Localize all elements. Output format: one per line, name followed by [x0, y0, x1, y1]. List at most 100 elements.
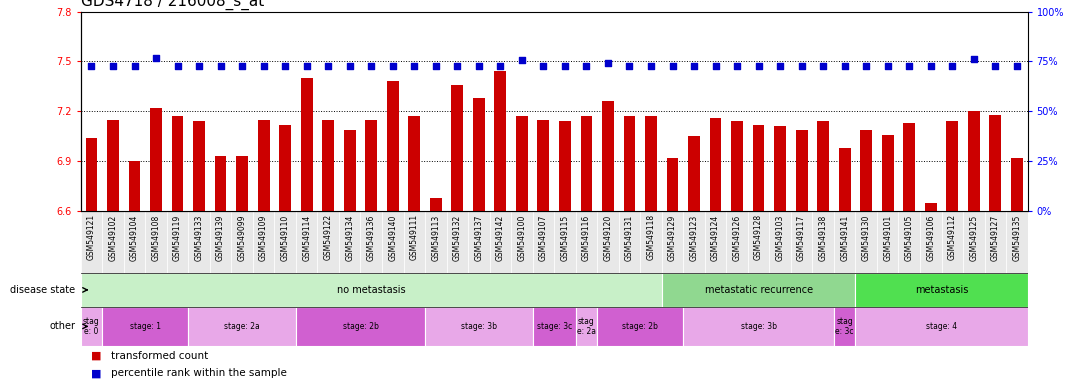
Text: GSM549125: GSM549125 — [969, 214, 978, 260]
Point — [169, 63, 186, 70]
Point — [233, 63, 251, 70]
Text: transformed count: transformed count — [111, 351, 208, 361]
Bar — [769, 211, 791, 273]
Bar — [533, 307, 576, 346]
Point — [815, 63, 832, 70]
Text: GSM549139: GSM549139 — [216, 214, 225, 261]
Bar — [343, 130, 355, 211]
Text: GSM549126: GSM549126 — [733, 214, 741, 260]
Bar — [490, 211, 511, 273]
Text: GSM549132: GSM549132 — [453, 214, 462, 260]
Point — [836, 63, 853, 70]
Bar — [597, 307, 683, 346]
Bar — [710, 118, 722, 211]
Point — [922, 63, 939, 70]
Point — [642, 63, 660, 70]
Text: GSM549118: GSM549118 — [647, 214, 655, 260]
Bar — [317, 211, 339, 273]
Bar — [323, 120, 334, 211]
Bar — [689, 136, 700, 211]
Point — [578, 63, 595, 70]
Bar — [387, 81, 398, 211]
Bar — [683, 211, 705, 273]
Bar — [576, 211, 597, 273]
Bar — [425, 211, 447, 273]
Bar — [748, 211, 769, 273]
Text: GSM549110: GSM549110 — [281, 214, 289, 260]
Bar — [726, 211, 748, 273]
Bar — [581, 116, 593, 211]
Point — [728, 63, 746, 70]
Bar — [1011, 158, 1022, 211]
Text: GSM549112: GSM549112 — [948, 214, 957, 260]
Bar — [495, 71, 507, 211]
Bar — [576, 307, 597, 346]
Bar — [904, 123, 915, 211]
Bar — [985, 211, 1006, 273]
Bar — [834, 211, 855, 273]
Text: GSM549113: GSM549113 — [431, 214, 440, 260]
Text: disease state: disease state — [10, 285, 75, 295]
Bar — [188, 211, 210, 273]
Bar — [511, 211, 533, 273]
Bar — [194, 121, 204, 211]
Text: ■: ■ — [91, 351, 102, 361]
Bar — [102, 211, 124, 273]
Text: GSM549123: GSM549123 — [690, 214, 698, 260]
Bar — [834, 307, 855, 346]
Bar — [963, 211, 985, 273]
Bar — [516, 116, 527, 211]
Bar — [108, 120, 118, 211]
Bar — [468, 211, 490, 273]
Point — [341, 63, 358, 70]
Bar — [855, 273, 1028, 307]
Point — [556, 63, 574, 70]
Point — [470, 63, 487, 70]
Text: GSM549119: GSM549119 — [173, 214, 182, 260]
Text: GSM549105: GSM549105 — [905, 214, 914, 261]
Text: GSM549102: GSM549102 — [109, 214, 117, 260]
Point — [298, 63, 315, 70]
Point — [277, 63, 294, 70]
Point — [190, 63, 208, 70]
Point — [406, 63, 423, 70]
Text: stage: 1: stage: 1 — [130, 322, 160, 331]
Bar — [855, 211, 877, 273]
Bar — [990, 115, 1001, 211]
Bar — [898, 211, 920, 273]
Bar — [640, 211, 662, 273]
Point — [1008, 63, 1025, 70]
Bar — [231, 211, 253, 273]
Bar — [775, 126, 785, 211]
Text: stage: 2b: stage: 2b — [342, 322, 379, 331]
Point — [104, 63, 122, 70]
Point — [858, 63, 875, 70]
Point — [492, 63, 509, 70]
Bar — [603, 101, 613, 211]
Bar — [145, 211, 167, 273]
Point — [750, 63, 767, 70]
Text: GSM549122: GSM549122 — [324, 214, 332, 260]
Point — [793, 63, 810, 70]
Bar — [662, 273, 855, 307]
Bar — [236, 156, 247, 211]
Bar — [408, 116, 420, 211]
Text: stag
e: 0: stag e: 0 — [83, 317, 100, 336]
Point — [384, 63, 401, 70]
Text: GSM549121: GSM549121 — [87, 214, 96, 260]
Bar — [429, 198, 441, 211]
Text: GDS4718 / 216008_s_at: GDS4718 / 216008_s_at — [81, 0, 264, 10]
Text: other: other — [49, 321, 75, 331]
Bar — [129, 161, 140, 211]
Text: GSM549128: GSM549128 — [754, 214, 763, 260]
Bar — [753, 125, 764, 211]
Bar — [920, 211, 942, 273]
Text: GSM549100: GSM549100 — [518, 214, 526, 261]
Bar — [877, 211, 898, 273]
Text: GSM549134: GSM549134 — [345, 214, 354, 261]
Bar — [855, 307, 1028, 346]
Text: metastasis: metastasis — [915, 285, 968, 295]
Point — [513, 57, 530, 63]
Text: GSM549101: GSM549101 — [883, 214, 892, 260]
Bar — [732, 121, 742, 211]
